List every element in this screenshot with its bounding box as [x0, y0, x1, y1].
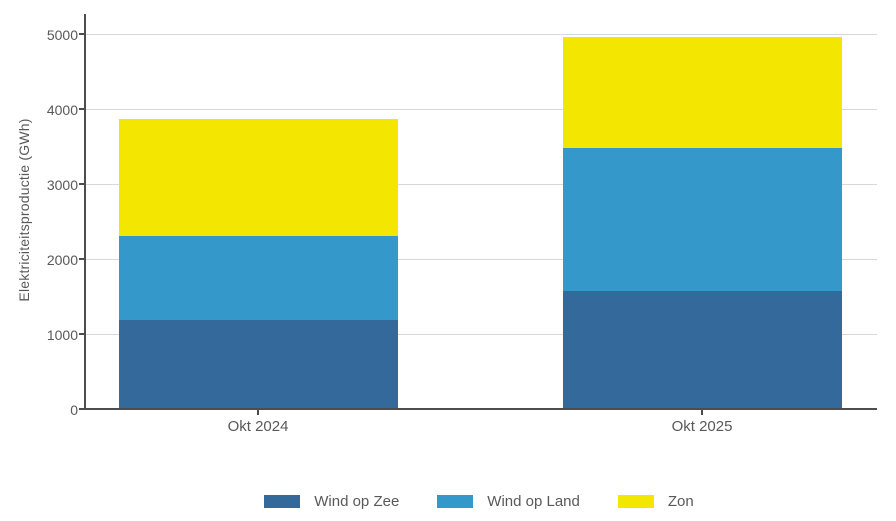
x-tick-mark	[257, 410, 259, 415]
y-tick-mark	[79, 108, 85, 110]
legend-label: Wind op Land	[487, 493, 580, 510]
legend: Wind op Zee Wind op Land Zon	[62, 493, 896, 510]
bar-segment	[562, 147, 842, 291]
legend-swatch	[617, 495, 654, 508]
bar-segment	[118, 236, 398, 321]
y-axis-line	[84, 14, 86, 409]
y-tick-mark	[79, 258, 85, 260]
y-tick-label: 5000	[46, 27, 78, 43]
legend-item: Zon	[617, 493, 694, 510]
x-axis-line	[84, 408, 877, 410]
x-tick-mark	[701, 410, 703, 415]
y-tick-label: 3000	[46, 177, 78, 193]
legend-label: Wind op Zee	[314, 493, 400, 510]
bar-segment	[562, 291, 842, 408]
y-tick-mark	[79, 183, 85, 185]
y-tick-mark	[79, 33, 85, 35]
gridline	[85, 33, 877, 35]
x-axis-label: Okt 2024	[227, 418, 289, 435]
y-tick-label: 2000	[46, 252, 78, 268]
legend-item: Wind op Land	[437, 493, 580, 510]
y-tick-label: 1000	[46, 327, 78, 343]
gridline	[85, 258, 877, 260]
y-tick-mark	[79, 408, 85, 410]
bar-segment	[562, 36, 842, 148]
legend-item: Wind op Zee	[264, 493, 399, 510]
bar-segment	[118, 320, 398, 408]
legend-swatch	[437, 495, 474, 508]
legend-swatch	[264, 495, 301, 508]
bar-segment	[118, 118, 398, 237]
gridline	[85, 108, 877, 110]
y-tick-mark	[79, 333, 85, 335]
y-tick-label: 0	[70, 402, 78, 418]
gridline	[85, 183, 877, 185]
legend-label: Zon	[667, 493, 694, 510]
gridline	[85, 333, 877, 335]
y-tick-label: 4000	[46, 102, 78, 118]
x-axis-label: Okt 2025	[671, 418, 733, 435]
